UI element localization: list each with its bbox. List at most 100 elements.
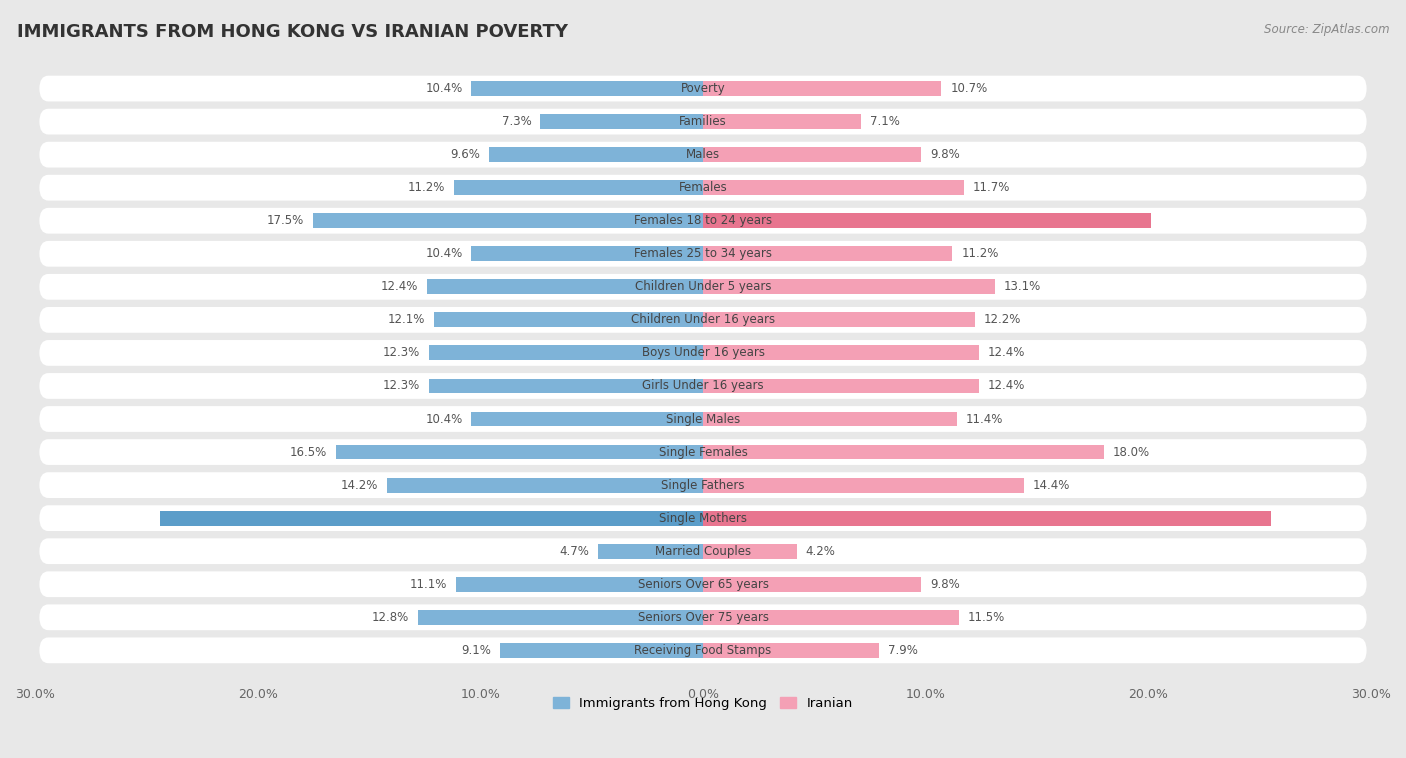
Text: 17.5%: 17.5% [267, 215, 304, 227]
Bar [471, 246, 703, 262]
Legend: Immigrants from Hong Kong, Iranian: Immigrants from Hong Kong, Iranian [548, 691, 858, 715]
Bar [314, 213, 703, 228]
Text: 12.1%: 12.1% [387, 313, 425, 327]
Text: 4.7%: 4.7% [560, 545, 589, 558]
Bar [703, 577, 921, 592]
Text: Girls Under 16 years: Girls Under 16 years [643, 380, 763, 393]
Text: Receiving Food Stamps: Receiving Food Stamps [634, 644, 772, 657]
Text: 24.4%: 24.4% [53, 512, 94, 525]
Text: 16.5%: 16.5% [290, 446, 326, 459]
Bar [160, 511, 703, 525]
Text: Married Couples: Married Couples [655, 545, 751, 558]
Bar [703, 180, 963, 195]
Text: 12.2%: 12.2% [984, 313, 1021, 327]
Text: Females: Females [679, 181, 727, 194]
Text: Children Under 16 years: Children Under 16 years [631, 313, 775, 327]
Text: 11.1%: 11.1% [409, 578, 447, 590]
Text: Males: Males [686, 148, 720, 161]
Text: 12.4%: 12.4% [988, 380, 1025, 393]
Bar [427, 280, 703, 294]
Bar [456, 577, 703, 592]
Bar [336, 445, 703, 459]
Bar [703, 543, 797, 559]
Text: 10.4%: 10.4% [425, 247, 463, 260]
Text: Single Mothers: Single Mothers [659, 512, 747, 525]
Text: Seniors Over 75 years: Seniors Over 75 years [637, 611, 769, 624]
Bar [429, 378, 703, 393]
Text: Children Under 5 years: Children Under 5 years [634, 280, 772, 293]
Text: 9.1%: 9.1% [461, 644, 492, 657]
Bar [703, 114, 860, 129]
FancyBboxPatch shape [39, 406, 1367, 432]
Text: Females 25 to 34 years: Females 25 to 34 years [634, 247, 772, 260]
Text: 13.1%: 13.1% [1004, 280, 1040, 293]
FancyBboxPatch shape [39, 340, 1367, 366]
Bar [703, 312, 974, 327]
Text: 20.1%: 20.1% [1312, 215, 1353, 227]
Text: 9.8%: 9.8% [931, 578, 960, 590]
FancyBboxPatch shape [39, 439, 1367, 465]
Bar [454, 180, 703, 195]
FancyBboxPatch shape [39, 76, 1367, 102]
FancyBboxPatch shape [39, 506, 1367, 531]
Text: 9.8%: 9.8% [931, 148, 960, 161]
Bar [387, 478, 703, 493]
Text: 7.1%: 7.1% [870, 115, 900, 128]
Text: Boys Under 16 years: Boys Under 16 years [641, 346, 765, 359]
Bar [703, 81, 941, 96]
Text: IMMIGRANTS FROM HONG KONG VS IRANIAN POVERTY: IMMIGRANTS FROM HONG KONG VS IRANIAN POV… [17, 23, 568, 41]
Text: Single Males: Single Males [666, 412, 740, 425]
Bar [703, 478, 1024, 493]
Bar [501, 643, 703, 658]
FancyBboxPatch shape [39, 241, 1367, 267]
Text: 12.3%: 12.3% [382, 380, 420, 393]
FancyBboxPatch shape [39, 208, 1367, 233]
Bar [703, 246, 952, 262]
FancyBboxPatch shape [39, 472, 1367, 498]
Text: Single Females: Single Females [658, 446, 748, 459]
Text: 10.4%: 10.4% [425, 412, 463, 425]
Bar [418, 610, 703, 625]
Bar [703, 280, 994, 294]
Text: 12.4%: 12.4% [988, 346, 1025, 359]
Text: 25.5%: 25.5% [1312, 512, 1353, 525]
Text: Single Fathers: Single Fathers [661, 478, 745, 492]
Text: 11.4%: 11.4% [966, 412, 1002, 425]
FancyBboxPatch shape [39, 373, 1367, 399]
FancyBboxPatch shape [39, 175, 1367, 201]
FancyBboxPatch shape [39, 142, 1367, 168]
Bar [429, 346, 703, 360]
Bar [433, 312, 703, 327]
Bar [703, 147, 921, 162]
Bar [703, 610, 959, 625]
FancyBboxPatch shape [39, 637, 1367, 663]
Text: Seniors Over 65 years: Seniors Over 65 years [637, 578, 769, 590]
FancyBboxPatch shape [39, 108, 1367, 134]
Text: 14.4%: 14.4% [1032, 478, 1070, 492]
Bar [489, 147, 703, 162]
Text: 12.3%: 12.3% [382, 346, 420, 359]
Text: Families: Families [679, 115, 727, 128]
Text: Poverty: Poverty [681, 82, 725, 95]
FancyBboxPatch shape [39, 604, 1367, 630]
Bar [471, 412, 703, 427]
Bar [703, 445, 1104, 459]
Text: 7.9%: 7.9% [887, 644, 918, 657]
FancyBboxPatch shape [39, 307, 1367, 333]
Bar [471, 81, 703, 96]
Bar [703, 643, 879, 658]
Text: 9.6%: 9.6% [450, 148, 481, 161]
Text: 12.8%: 12.8% [371, 611, 409, 624]
Bar [703, 412, 957, 427]
Text: 14.2%: 14.2% [340, 478, 378, 492]
Text: 18.0%: 18.0% [1112, 446, 1150, 459]
Text: 10.4%: 10.4% [425, 82, 463, 95]
Text: 12.4%: 12.4% [381, 280, 418, 293]
FancyBboxPatch shape [39, 274, 1367, 299]
Text: Females 18 to 24 years: Females 18 to 24 years [634, 215, 772, 227]
Text: Source: ZipAtlas.com: Source: ZipAtlas.com [1264, 23, 1389, 36]
Text: 11.7%: 11.7% [973, 181, 1010, 194]
Text: 4.2%: 4.2% [806, 545, 835, 558]
Bar [599, 543, 703, 559]
Bar [703, 378, 979, 393]
